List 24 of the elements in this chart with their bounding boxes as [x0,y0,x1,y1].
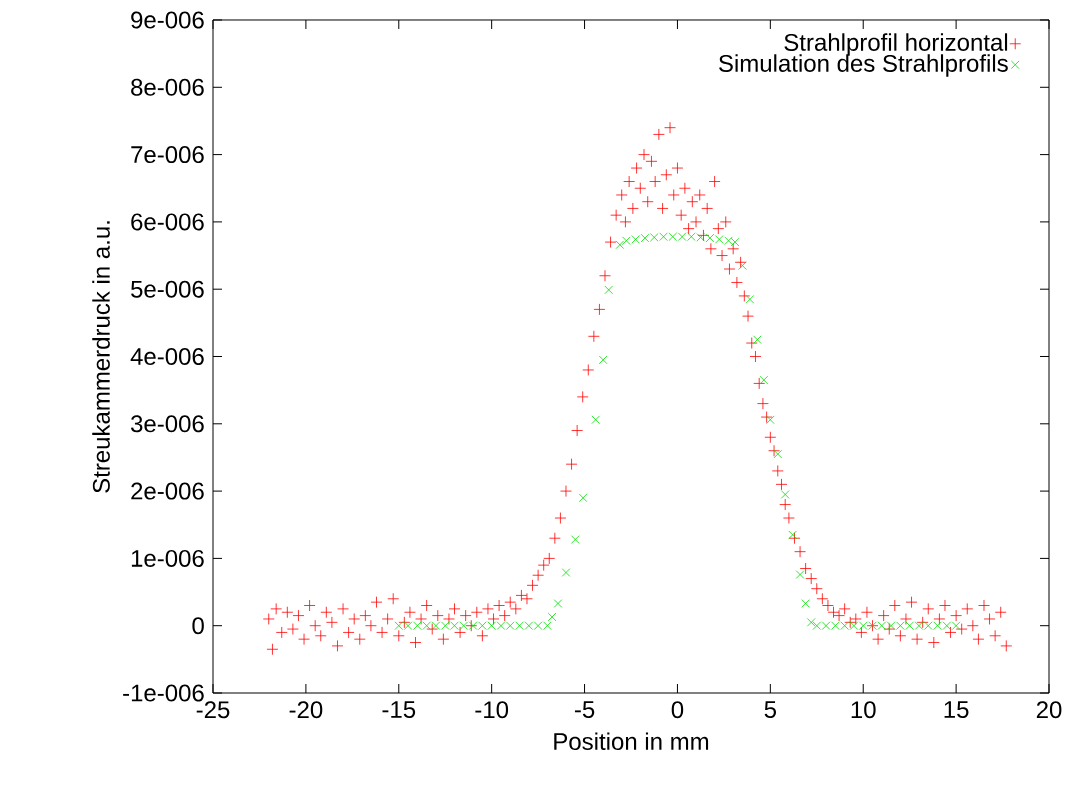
x-tick-label: 10 [851,701,876,719]
x-tick-label: 20 [1036,701,1062,719]
y-tick-label: 9e-006 [131,11,204,29]
x-tick-label: -20 [289,701,323,719]
y-tick-label: 7e-006 [131,146,204,164]
legend-label: Simulation des Strahlprofils [719,54,1008,77]
y-tick-label: 2e-006 [131,482,204,500]
y-tick-label: 1e-006 [131,549,204,567]
y-tick-label: 5e-006 [131,280,204,298]
x-tick-label: 5 [764,701,777,718]
y-tick-label: 6e-006 [131,213,204,231]
x-tick-label: 15 [944,701,969,718]
x-tick-label: -10 [475,701,509,719]
x-tick-label: -15 [382,701,416,718]
y-tick-label: 8e-006 [131,78,204,96]
y-axis-title: Streukammerdruck in a.u. [92,221,110,493]
x-axis-title: Position in mm [554,732,709,751]
y-tick-label: -1e-006 [123,684,204,702]
x-tick-label: -25 [196,701,230,719]
y-tick-label: 0 [192,617,204,635]
y-tick-label: 4e-006 [130,347,204,365]
y-tick-label: 3e-006 [130,415,204,433]
x-tick-label: 0 [671,701,684,719]
x-tick-label: -5 [574,701,595,718]
